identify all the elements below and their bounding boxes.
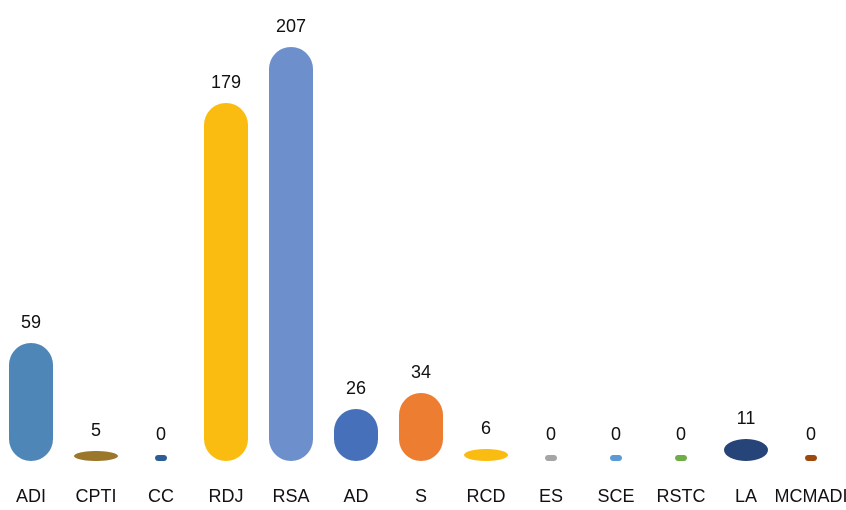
bar (269, 47, 313, 461)
x-tick-label: RDJ (209, 486, 244, 506)
bar (675, 455, 687, 461)
x-tick-label: SCE (597, 486, 634, 506)
value-label: 0 (806, 424, 816, 444)
bar (724, 439, 768, 461)
x-tick-label: RSTC (657, 486, 706, 506)
bar (545, 455, 557, 461)
bar (805, 455, 817, 461)
x-tick-label: LA (735, 486, 757, 506)
x-tick-label: RCD (467, 486, 506, 506)
x-tick-label: CPTI (75, 486, 116, 506)
value-label: 0 (676, 424, 686, 444)
value-label: 0 (156, 424, 166, 444)
bar (399, 393, 443, 461)
x-tick-label: ES (539, 486, 563, 506)
value-label: 26 (346, 378, 366, 398)
value-label: 179 (211, 72, 241, 92)
value-label: 207 (276, 16, 306, 36)
value-label: 59 (21, 312, 41, 332)
value-label: 5 (91, 420, 101, 440)
bar (204, 103, 248, 461)
value-label: 34 (411, 362, 431, 382)
x-tick-label: CC (148, 486, 174, 506)
value-label: 0 (546, 424, 556, 444)
bar (155, 455, 167, 461)
bar (74, 451, 118, 461)
x-tick-label: ADI (16, 486, 46, 506)
value-label: 6 (481, 418, 491, 438)
x-tick-label: RSA (272, 486, 309, 506)
bar (334, 409, 378, 461)
x-tick-label: MCMADI (775, 486, 846, 506)
bar (610, 455, 622, 461)
value-label: 11 (737, 408, 756, 428)
x-tick-label: S (415, 486, 427, 506)
bar (464, 449, 508, 461)
bar (9, 343, 53, 461)
value-label: 0 (611, 424, 621, 444)
x-tick-label: AD (343, 486, 368, 506)
